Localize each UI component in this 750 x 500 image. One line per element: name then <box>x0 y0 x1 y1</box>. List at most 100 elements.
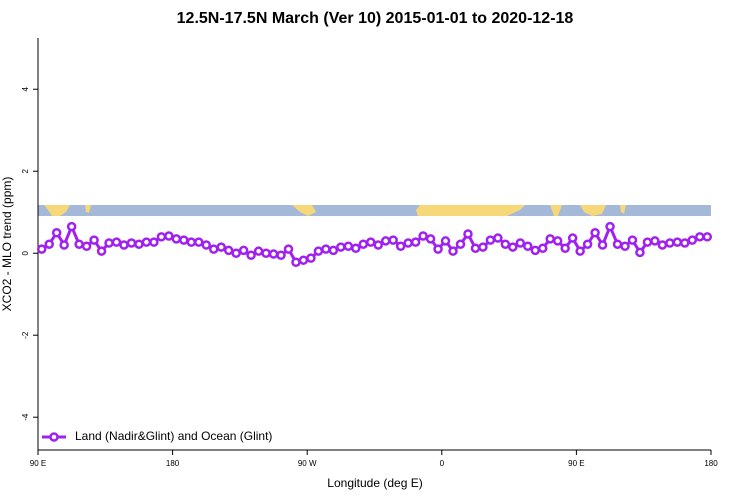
point <box>96 246 107 256</box>
point <box>500 239 511 249</box>
point <box>425 234 436 244</box>
point <box>470 243 481 254</box>
point <box>119 240 129 250</box>
point <box>231 248 241 258</box>
y-tick-label: 0 <box>21 250 30 255</box>
x-tick-label: 90 E <box>568 459 584 468</box>
point <box>627 235 638 245</box>
point <box>291 257 301 267</box>
point <box>59 240 69 250</box>
point <box>141 237 152 247</box>
point <box>351 243 361 254</box>
point <box>672 237 683 247</box>
point <box>36 244 47 254</box>
point <box>268 249 279 259</box>
point <box>238 245 249 256</box>
y-tick-label: -4 <box>21 413 30 421</box>
legend-marker <box>49 432 59 442</box>
point <box>328 245 339 256</box>
point <box>380 236 391 246</box>
y-tick-label: 2 <box>21 168 30 173</box>
x-tick-label: 0 <box>440 459 445 468</box>
point <box>605 221 615 232</box>
point <box>51 227 62 238</box>
point <box>410 237 421 247</box>
point <box>194 237 204 247</box>
point <box>44 239 54 249</box>
point <box>373 240 383 250</box>
point <box>418 231 428 241</box>
point <box>253 246 264 256</box>
point <box>575 246 585 256</box>
point <box>74 239 84 249</box>
point <box>261 248 271 258</box>
point <box>433 244 443 254</box>
point <box>298 255 309 265</box>
point <box>171 234 182 244</box>
point <box>358 239 369 249</box>
point <box>104 238 114 248</box>
point <box>560 243 570 254</box>
point <box>590 227 600 238</box>
point <box>680 238 690 248</box>
x-axis-label: Longitude (deg E) <box>327 476 422 490</box>
point <box>403 238 413 248</box>
point <box>463 229 473 239</box>
point <box>642 237 653 247</box>
point <box>321 244 331 254</box>
point <box>223 245 234 256</box>
x-tick-label: 180 <box>166 459 180 468</box>
point <box>395 241 406 252</box>
x-tick-label: 90 E <box>30 459 46 468</box>
point <box>283 244 294 254</box>
point <box>156 232 167 242</box>
point <box>538 243 548 254</box>
point <box>493 233 503 243</box>
y-tick-label: 4 <box>21 86 30 91</box>
point <box>66 221 77 232</box>
point <box>478 242 488 252</box>
x-tick-label: 90 W <box>298 459 317 468</box>
point <box>612 239 623 249</box>
point <box>186 237 197 247</box>
map-strip <box>38 205 711 216</box>
point <box>246 250 256 261</box>
point <box>597 240 608 250</box>
point <box>164 231 174 241</box>
point <box>508 242 518 252</box>
point <box>552 236 563 246</box>
point <box>657 240 668 250</box>
point <box>455 239 466 249</box>
point <box>448 246 458 256</box>
point <box>111 237 122 247</box>
point <box>582 239 593 249</box>
point <box>530 245 541 256</box>
point <box>313 246 324 256</box>
point <box>306 253 316 263</box>
point <box>201 240 211 250</box>
point <box>523 241 533 252</box>
point <box>179 235 189 245</box>
point <box>545 234 555 244</box>
point <box>336 242 346 252</box>
point <box>89 235 99 245</box>
point <box>388 235 398 245</box>
point <box>515 238 526 248</box>
legend-label: Land (Nadir&Glint) and Ocean (Glint) <box>75 429 272 443</box>
point <box>216 242 226 252</box>
point <box>567 233 578 243</box>
y-tick-label: -2 <box>21 331 30 339</box>
point <box>702 232 713 242</box>
point <box>687 235 698 245</box>
point <box>208 244 219 254</box>
point <box>650 236 660 246</box>
point <box>276 250 286 261</box>
point <box>695 232 705 242</box>
point <box>149 237 159 247</box>
chart-title: 12.5N-17.5N March (Ver 10) 2015-01-01 to… <box>177 10 574 27</box>
point <box>620 241 630 252</box>
y-axis-label: XCO2 - MLO trend (ppm) <box>0 177 14 312</box>
point <box>343 241 354 252</box>
x-tick-label: 180 <box>704 459 718 468</box>
